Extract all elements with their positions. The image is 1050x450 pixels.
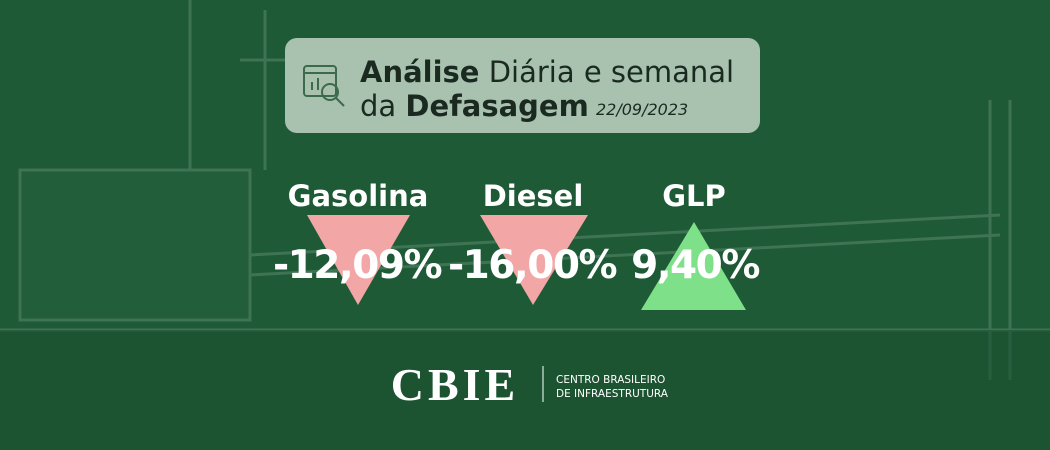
down-arrow [307, 215, 410, 305]
fuel-value: 9,40% [631, 243, 759, 288]
up-arrow [641, 222, 746, 310]
title-rest: Diária e semanal [489, 55, 734, 89]
platform-silhouette [0, 0, 1050, 380]
fuel-name: Gasolina [288, 179, 429, 213]
down-arrow [480, 215, 588, 305]
org-line: CENTRO BRASILEIRO [556, 374, 665, 386]
fuel-name: GLP [662, 179, 726, 213]
org-line: DE INFRAESTRUTURA [556, 388, 669, 400]
fuel-name: Diesel [483, 179, 584, 213]
date: 22/09/2023 [596, 100, 688, 119]
subtitle-bold: Defasagem [405, 89, 588, 123]
fuel-value: -16,00% [448, 243, 617, 288]
title-box [285, 38, 760, 133]
sea [0, 330, 1050, 450]
logo: CBIE [391, 359, 519, 410]
subtitle: da Defasagem [360, 89, 589, 123]
analysis-icon [303, 65, 345, 107]
title: Análise Diária e semanal [360, 55, 734, 89]
fuel-value: -12,09% [273, 243, 442, 288]
title-bold: Análise [360, 55, 479, 89]
subtitle-pre: da [360, 89, 396, 123]
